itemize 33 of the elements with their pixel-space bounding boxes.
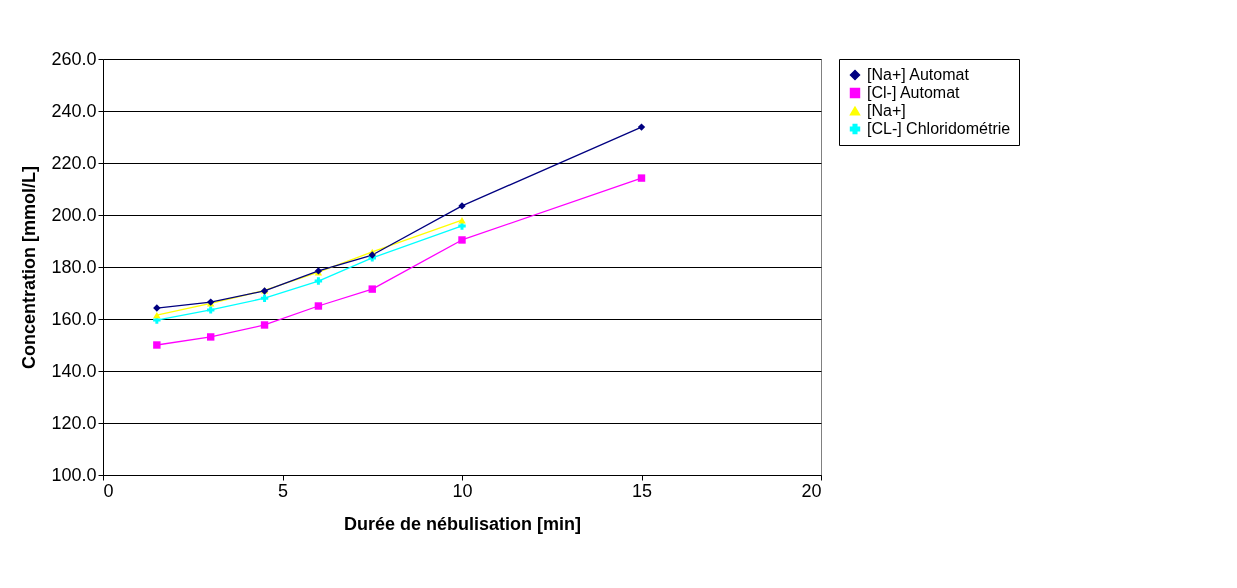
legend-label: [Cl-] Automat xyxy=(867,84,961,101)
point xyxy=(368,285,376,293)
legend-label: [Na+] Automat xyxy=(867,66,970,83)
y-tick-label: 240.0 xyxy=(51,100,97,121)
point xyxy=(153,341,161,349)
point xyxy=(314,302,323,310)
x-tick-label: 5 xyxy=(277,480,289,501)
point xyxy=(458,236,466,244)
x-tick-label: 20 xyxy=(801,480,822,501)
y-tick-label: 220.0 xyxy=(51,152,97,173)
legend-label: [Na+] xyxy=(867,102,906,119)
y-tick-label: 180.0 xyxy=(51,256,97,277)
point xyxy=(206,306,215,314)
point xyxy=(153,311,161,319)
y-tick-label: 200.0 xyxy=(51,204,97,225)
y-tick-label: 140.0 xyxy=(51,360,97,381)
legend-label: [CL-] Chloridométrie xyxy=(867,120,1011,137)
y-tick-label: 100.0 xyxy=(51,464,97,485)
point xyxy=(260,294,269,302)
point xyxy=(458,222,466,230)
point xyxy=(260,321,269,329)
x-tick-label: 0 xyxy=(103,480,114,501)
point xyxy=(206,333,215,341)
point xyxy=(314,277,323,285)
x-tick-label: 10 xyxy=(452,480,473,501)
y-axis-title: Concentration [mmol/L] xyxy=(19,166,40,369)
x-axis-title: Durée de nébulisation [min] xyxy=(343,513,582,534)
y-tick-label: 120.0 xyxy=(51,412,97,433)
point xyxy=(637,174,646,182)
y-tick-label: 160.0 xyxy=(51,308,97,329)
point xyxy=(637,123,646,131)
x-tick-label: 15 xyxy=(631,480,653,501)
y-tick-label: 260.0 xyxy=(51,48,97,69)
